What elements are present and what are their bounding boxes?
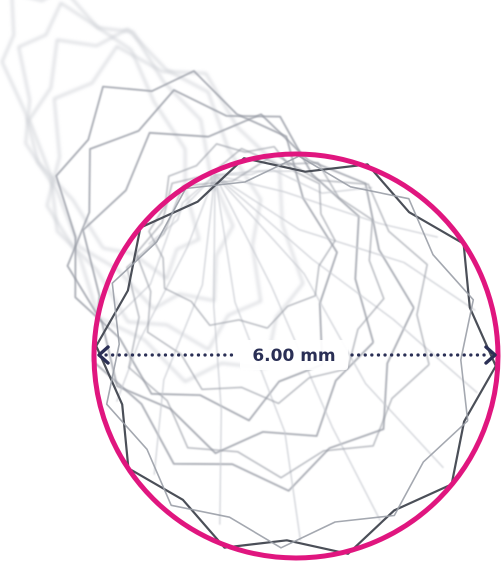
stent-strut (214, 169, 373, 194)
stent-ring (17, 1, 235, 310)
stent-strut (153, 174, 216, 475)
stent-strut (114, 174, 216, 320)
stent-strut (213, 174, 223, 525)
arrowhead-right-icon (484, 345, 497, 365)
stent-ring (45, 45, 305, 383)
dimension-label: 6.00 mm (252, 346, 335, 366)
stent-front-ring-wire (105, 155, 475, 549)
stent-back-rings (0, 0, 415, 492)
stent-ring (28, 27, 262, 351)
stent-ring (66, 89, 375, 455)
stent-strut (148, 174, 216, 245)
stent-strut (214, 174, 444, 469)
stent-strut (214, 174, 476, 311)
stent-ring (126, 153, 430, 479)
stent-ring (148, 143, 336, 329)
dimension-line: 6.00 mm (97, 340, 497, 370)
stent-strut (116, 174, 216, 402)
dimension-label-backdrop (240, 340, 348, 370)
stent-strut (214, 174, 478, 394)
diameter-circle (91, 151, 501, 561)
stent-ring (82, 113, 415, 492)
stent-ring (135, 147, 385, 405)
stent-inner-struts (114, 143, 478, 541)
stent-strut (214, 174, 438, 238)
arrowhead-left-icon (97, 345, 110, 365)
